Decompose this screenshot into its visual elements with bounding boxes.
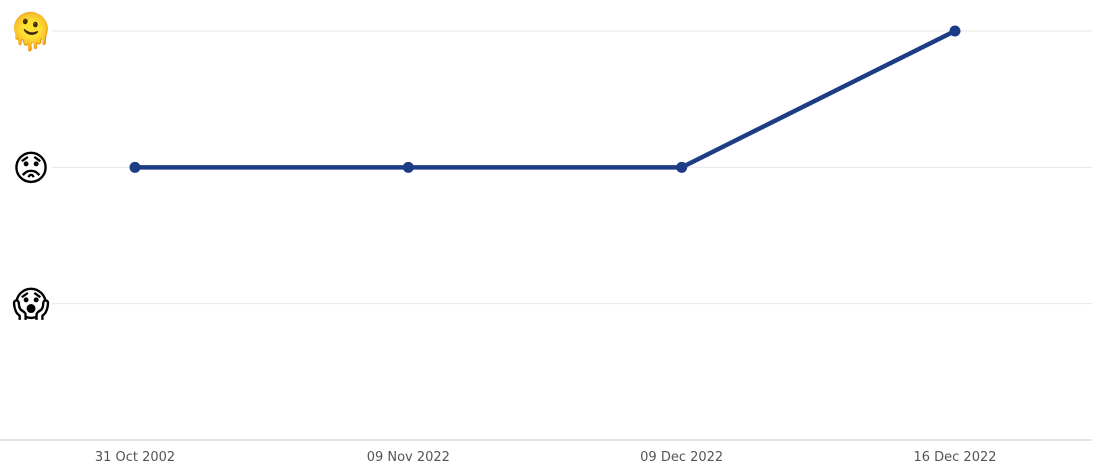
melting-face-icon: 🫠 — [9, 8, 54, 53]
x-tick-label: 09 Nov 2022 — [367, 450, 450, 465]
series-line — [132, 28, 958, 170]
data-point[interactable] — [402, 161, 414, 173]
data-point[interactable] — [129, 161, 141, 173]
x-tick-label: 31 Oct 2002 — [95, 450, 175, 465]
face-screaming-in-fear-icon: 😱 — [12, 285, 50, 326]
data-point[interactable] — [676, 161, 688, 173]
worried-face-icon: 😟 — [12, 148, 50, 189]
x-axis-tick-labels: 31 Oct 2002 09 Nov 2022 09 Dec 2022 16 Dec … — [95, 450, 997, 465]
x-tick-label: 09 Dec 2022 — [640, 450, 723, 465]
data-point[interactable] — [949, 25, 961, 37]
x-tick-label: 16 Dec 2022 — [913, 450, 996, 465]
series — [129, 25, 961, 173]
y-axis-emoji-labels: 😱 😟 🫠 — [9, 8, 54, 326]
